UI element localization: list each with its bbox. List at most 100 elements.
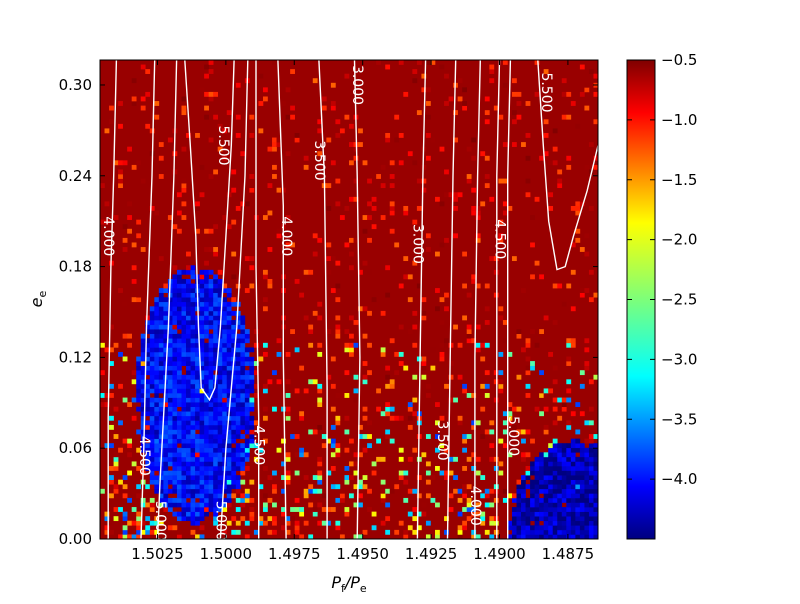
heatmap-cell xyxy=(181,215,187,220)
heatmap-cell xyxy=(525,475,531,480)
heatmap-cell xyxy=(149,379,155,385)
heatmap-cell xyxy=(195,484,200,490)
heatmap-cell xyxy=(235,370,241,376)
heatmap-cell xyxy=(321,507,327,512)
heatmap-cell xyxy=(199,438,205,444)
heatmap-cell xyxy=(416,205,422,211)
heatmap-cell xyxy=(349,475,354,480)
heatmap-cell xyxy=(231,429,237,435)
heatmap-cell xyxy=(249,383,255,389)
heatmap-cell xyxy=(199,447,205,453)
heatmap-cell xyxy=(484,155,490,161)
heatmap-cell xyxy=(167,347,173,353)
heatmap-cell xyxy=(199,456,205,462)
heatmap-cell xyxy=(543,69,549,74)
heatmap-cell xyxy=(167,397,173,403)
heatmap-cell xyxy=(453,475,458,480)
heatmap-cell xyxy=(285,456,291,462)
heatmap-cell xyxy=(403,479,409,485)
heatmap-cell xyxy=(439,351,445,357)
plot-frame xyxy=(99,59,599,540)
heatmap-cell xyxy=(213,479,219,485)
heatmap-cell xyxy=(149,475,155,480)
heatmap-cell xyxy=(235,82,241,88)
heatmap-cell xyxy=(190,520,196,526)
heatmap-cell xyxy=(552,484,558,490)
heatmap-cell xyxy=(104,529,110,535)
heatmap-cell xyxy=(109,466,114,471)
heatmap-cell xyxy=(570,502,576,508)
x-tick-label: 1.4925 xyxy=(405,545,458,563)
heatmap-cell xyxy=(149,333,155,339)
heatmap-cell xyxy=(226,447,232,453)
heatmap-cell xyxy=(199,274,205,280)
heatmap-cell xyxy=(113,215,119,220)
heatmap-cell xyxy=(593,91,598,97)
heatmap-cell xyxy=(489,520,495,526)
heatmap-cell xyxy=(407,274,413,280)
heatmap-cell xyxy=(253,393,259,398)
heatmap-cell xyxy=(208,502,214,508)
heatmap-cell xyxy=(330,82,336,88)
heatmap-cell xyxy=(539,456,544,462)
heatmap-cell xyxy=(272,60,277,65)
heatmap-cell xyxy=(213,397,219,403)
heatmap-cell xyxy=(448,493,454,499)
heatmap-cell xyxy=(575,484,581,490)
heatmap-cell xyxy=(190,475,196,480)
contour-label: 3.500 xyxy=(311,141,327,181)
heatmap-cell xyxy=(140,379,146,385)
heatmap-cell xyxy=(158,301,164,307)
heatmap-cell xyxy=(561,114,567,120)
heatmap-cell xyxy=(240,466,246,471)
heatmap-cell xyxy=(208,479,214,485)
heatmap-cell xyxy=(253,329,259,335)
heatmap-cell xyxy=(579,479,585,485)
heatmap-cell xyxy=(539,507,544,512)
heatmap-cell xyxy=(249,283,255,289)
heatmap-cell xyxy=(425,247,431,252)
heatmap-cell xyxy=(516,101,522,106)
heatmap-cell xyxy=(326,520,332,526)
heatmap-cell xyxy=(235,383,241,389)
heatmap-cell xyxy=(530,438,535,444)
heatmap-cell xyxy=(244,520,250,526)
heatmap-cell xyxy=(507,411,513,417)
heatmap-cell xyxy=(358,452,363,458)
heatmap-cell xyxy=(425,393,431,398)
heatmap-cell xyxy=(575,516,581,522)
heatmap-cell xyxy=(326,470,332,476)
heatmap-cell xyxy=(435,251,440,257)
heatmap-cell xyxy=(213,297,219,303)
heatmap-cell xyxy=(484,502,490,508)
heatmap-cell xyxy=(344,511,350,517)
heatmap-cell xyxy=(267,529,273,535)
heatmap-cell xyxy=(186,406,191,412)
heatmap-cell xyxy=(226,420,232,426)
heatmap-cell xyxy=(208,338,214,344)
contour-label: 5.000 xyxy=(212,501,228,541)
heatmap-cell xyxy=(167,443,173,449)
heatmap-cell xyxy=(181,452,187,458)
heatmap-cell xyxy=(430,137,436,143)
heatmap-cell xyxy=(466,497,472,503)
heatmap-cell xyxy=(217,497,223,503)
heatmap-cell xyxy=(317,151,323,157)
heatmap-cell xyxy=(516,497,522,503)
heatmap-cell xyxy=(149,370,155,376)
heatmap-cell xyxy=(475,420,481,426)
heatmap-cell xyxy=(330,105,336,111)
heatmap-cell xyxy=(199,411,205,417)
heatmap-cell xyxy=(570,461,576,467)
heatmap-cell xyxy=(181,516,187,522)
heatmap-cell xyxy=(109,324,114,330)
heatmap-cell xyxy=(222,324,228,330)
heatmap-cell xyxy=(290,242,295,248)
heatmap-cell xyxy=(213,493,219,499)
heatmap-cell xyxy=(226,315,232,321)
heatmap-cell xyxy=(149,461,155,467)
heatmap-cell xyxy=(145,338,151,344)
heatmap-cell xyxy=(154,370,160,376)
heatmap-cell xyxy=(412,374,418,380)
heatmap-cell xyxy=(213,251,219,257)
